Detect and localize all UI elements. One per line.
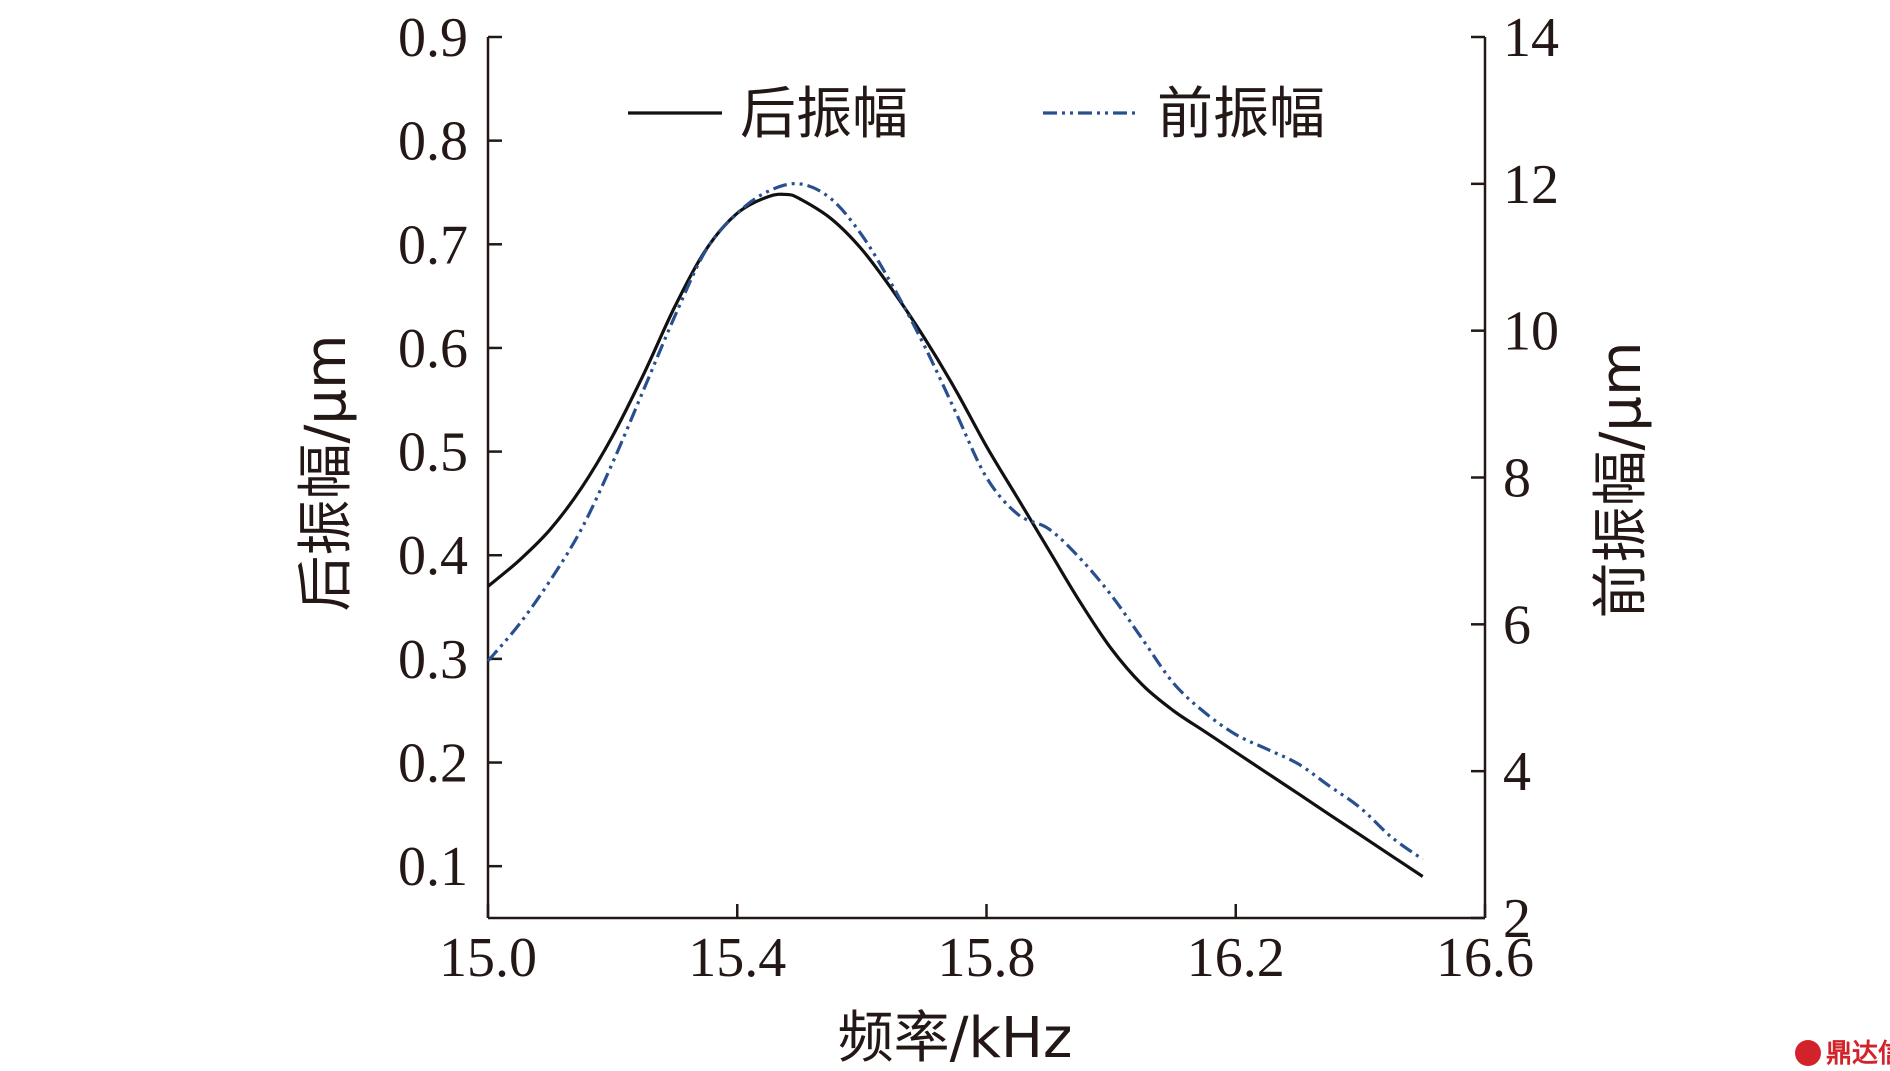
series-layer xyxy=(486,181,1424,878)
x-tick-label: 15.0 xyxy=(439,927,537,989)
y-right-tick-label: 14 xyxy=(1503,7,1559,69)
y-left-tick-label: 0.2 xyxy=(398,733,468,795)
x-tick-label: 16.2 xyxy=(1187,927,1285,989)
legend-label: 后振幅 xyxy=(740,82,908,147)
y-right-tick-label: 2 xyxy=(1503,888,1531,950)
y-right-tick-label: 10 xyxy=(1503,301,1559,363)
y-right-tick-label: 8 xyxy=(1503,448,1531,510)
y-left-tick-label: 0.4 xyxy=(398,525,468,587)
axes-layer: 15.0 15.4 15.8 16.2 16.6 0.1 0.2 0.3 0.4 0.5 0.6 0.… xyxy=(398,7,1559,989)
series-line-rear-amplitude xyxy=(486,192,1424,878)
y-left-axis-title: 后振幅/μm xyxy=(294,334,359,611)
y-right-tick-label: 12 xyxy=(1503,154,1559,216)
y-left-tick-label: 0.9 xyxy=(398,7,468,69)
x-tick-label: 15.8 xyxy=(938,927,1036,989)
x-tick-label: 16.6 xyxy=(1436,927,1534,989)
legend-item-front: 前振幅 xyxy=(1043,82,1325,147)
legend: 后振幅 前振幅 xyxy=(628,82,1325,147)
legend-item-rear: 后振幅 xyxy=(628,82,908,147)
y-left-tick-label: 0.3 xyxy=(398,629,468,691)
y-left-tick-label: 0.5 xyxy=(398,422,468,484)
y-right-axis-title: 前振幅/μm xyxy=(1589,341,1654,618)
x-tick-label: 15.4 xyxy=(688,927,786,989)
watermark: 鼎达信 xyxy=(1795,1039,1890,1069)
y-right-tick-label: 6 xyxy=(1503,594,1531,656)
series-line-front-amplitude xyxy=(486,181,1424,861)
watermark-text: 鼎达信 xyxy=(1826,1039,1890,1069)
y-left-tick-label: 0.6 xyxy=(398,318,468,380)
y-left-tick-label: 0.7 xyxy=(398,214,468,276)
x-axis-title: 频率/kHz xyxy=(838,1006,1073,1071)
legend-label: 前振幅 xyxy=(1157,82,1325,147)
watermark-logo-icon xyxy=(1795,1040,1821,1066)
y-left-tick-label: 0.1 xyxy=(398,836,468,898)
y-left-tick-label: 0.8 xyxy=(398,111,468,173)
y-right-tick-label: 4 xyxy=(1503,741,1531,803)
